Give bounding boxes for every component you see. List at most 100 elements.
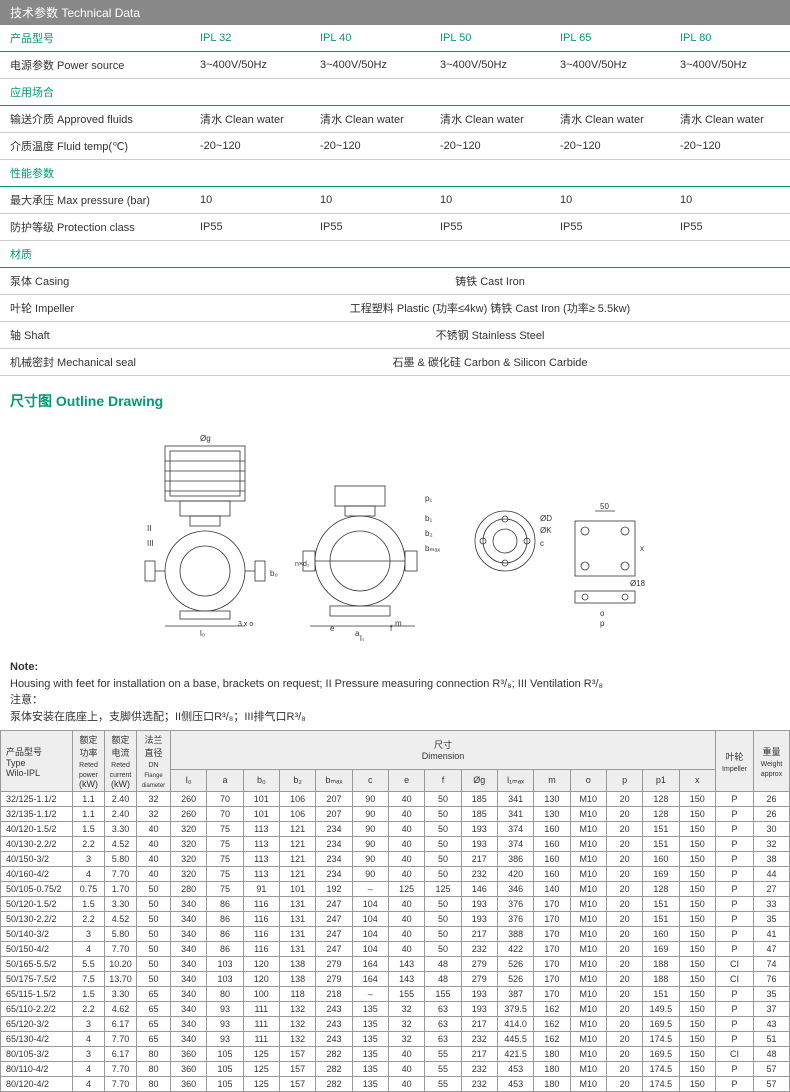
table-cell: P <box>716 897 754 912</box>
table-cell: 234 <box>316 867 352 882</box>
table-cell: 20 <box>606 837 642 852</box>
table-cell: CI <box>716 1047 754 1062</box>
table-cell: 160 <box>534 867 570 882</box>
table-cell: M10 <box>570 927 606 942</box>
table-cell: 40/150-3/2 <box>1 852 73 867</box>
table-cell: 150 <box>679 972 715 987</box>
table-cell: 90 <box>352 822 388 837</box>
svg-text:l₁: l₁ <box>360 634 365 641</box>
table-row: 40/150-3/235.804032075113121234904050217… <box>1 852 790 867</box>
table-cell: 40 <box>388 792 424 807</box>
table-cell: M10 <box>570 852 606 867</box>
table-cell: 90 <box>352 807 388 822</box>
table-cell: 48 <box>425 972 461 987</box>
table-cell: P <box>716 987 754 1002</box>
table-cell: 40 <box>388 837 424 852</box>
table-row: 40/130-2.2/22.24.52403207511312123490405… <box>1 837 790 852</box>
table-cell: 65/120-3/2 <box>1 1017 73 1032</box>
table-cell: 150 <box>679 1077 715 1092</box>
table-row: 80/110-4/247.708036010512515728213540552… <box>1 1062 790 1077</box>
table-cell: 50/165-5.5/2 <box>1 957 73 972</box>
table-cell: 35 <box>754 912 790 927</box>
table-cell: 193 <box>461 1002 497 1017</box>
table-cell: 232 <box>461 942 497 957</box>
table-cell: P <box>716 792 754 807</box>
svg-text:bₘₐₓ: bₘₐₓ <box>425 544 440 553</box>
table-cell: – <box>352 987 388 1002</box>
table-cell: 150 <box>679 912 715 927</box>
note-en: Housing with feet for installation on a … <box>10 678 603 690</box>
table-cell: 86 <box>207 942 243 957</box>
table-cell: P <box>716 867 754 882</box>
table-cell: 150 <box>679 942 715 957</box>
table-row: 80/105-3/236.178036010512515728213540552… <box>1 1047 790 1062</box>
table-cell: 104 <box>352 927 388 942</box>
table-row: 50/175-7.5/27.513.7050340103120138279164… <box>1 972 790 987</box>
table-cell: M10 <box>570 1077 606 1092</box>
dim-header-row1: 产品型号TypeWilo-IPL 额定功率Reted power(kW) 额定电… <box>1 731 790 770</box>
table-cell: 32/125-1.1/2 <box>1 792 73 807</box>
table-cell: 160 <box>534 822 570 837</box>
table-cell: M10 <box>570 1017 606 1032</box>
svg-text:Ø18: Ø18 <box>630 579 646 588</box>
table-cell: 50 <box>425 792 461 807</box>
table-cell: 40 <box>137 867 171 882</box>
pressure-row: 最大承压 Max pressure (bar) 10 10 10 10 10 <box>0 187 790 214</box>
table-cell: 232 <box>461 1062 497 1077</box>
table-cell: 4 <box>73 867 105 882</box>
table-cell: 170 <box>534 957 570 972</box>
table-cell: M10 <box>570 987 606 1002</box>
table-cell: M10 <box>570 972 606 987</box>
table-cell: 341 <box>497 807 533 822</box>
tech-data-header: 技术参数 Technical Data <box>0 0 790 25</box>
table-cell: 4.52 <box>105 912 137 927</box>
table-cell: 170 <box>534 942 570 957</box>
table-cell: 55 <box>425 1077 461 1092</box>
table-cell: 320 <box>171 867 207 882</box>
table-cell: 526 <box>497 972 533 987</box>
table-cell: 260 <box>171 792 207 807</box>
table-cell: 40 <box>388 942 424 957</box>
table-cell: 4 <box>73 1062 105 1077</box>
table-cell: 1.1 <box>73 807 105 822</box>
table-cell: 55 <box>425 1047 461 1062</box>
table-cell: 150 <box>679 1062 715 1077</box>
table-cell: 74 <box>754 957 790 972</box>
table-cell: 111 <box>243 1017 279 1032</box>
table-cell: 526 <box>497 957 533 972</box>
table-cell: 105 <box>207 1047 243 1062</box>
table-cell: 50 <box>425 852 461 867</box>
table-cell: 150 <box>679 822 715 837</box>
table-cell: 170 <box>534 927 570 942</box>
table-cell: 160 <box>643 852 679 867</box>
shaft-row: 轴 Shaft不锈钢 Stainless Steel <box>0 322 790 349</box>
table-cell: P <box>716 837 754 852</box>
table-cell: 120 <box>243 957 279 972</box>
table-cell: 103 <box>207 972 243 987</box>
table-cell: 75 <box>207 837 243 852</box>
table-cell: 10.20 <box>105 957 137 972</box>
table-cell: 75 <box>207 867 243 882</box>
table-cell: 282 <box>316 1047 352 1062</box>
table-cell: 40 <box>388 1047 424 1062</box>
table-cell: P <box>716 942 754 957</box>
table-cell: 232 <box>461 1032 497 1047</box>
table-cell: 91 <box>243 882 279 897</box>
table-cell: 157 <box>279 1047 315 1062</box>
table-cell: 170 <box>534 987 570 1002</box>
table-cell: 50/150-4/2 <box>1 942 73 957</box>
table-cell: 217 <box>461 1017 497 1032</box>
table-cell: 32 <box>388 1002 424 1017</box>
table-cell: 243 <box>316 1017 352 1032</box>
table-cell: 234 <box>316 852 352 867</box>
table-cell: 128 <box>643 792 679 807</box>
table-cell: 80/105-3/2 <box>1 1047 73 1062</box>
table-cell: 340 <box>171 1032 207 1047</box>
hdr-type: 产品型号TypeWilo-IPL <box>1 731 73 792</box>
table-cell: 169 <box>643 942 679 957</box>
table-cell: 101 <box>243 807 279 822</box>
table-cell: 116 <box>243 912 279 927</box>
table-cell: 55 <box>425 1062 461 1077</box>
note-block: Note: Housing with feet for installation… <box>0 654 790 730</box>
table-cell: 20 <box>606 852 642 867</box>
